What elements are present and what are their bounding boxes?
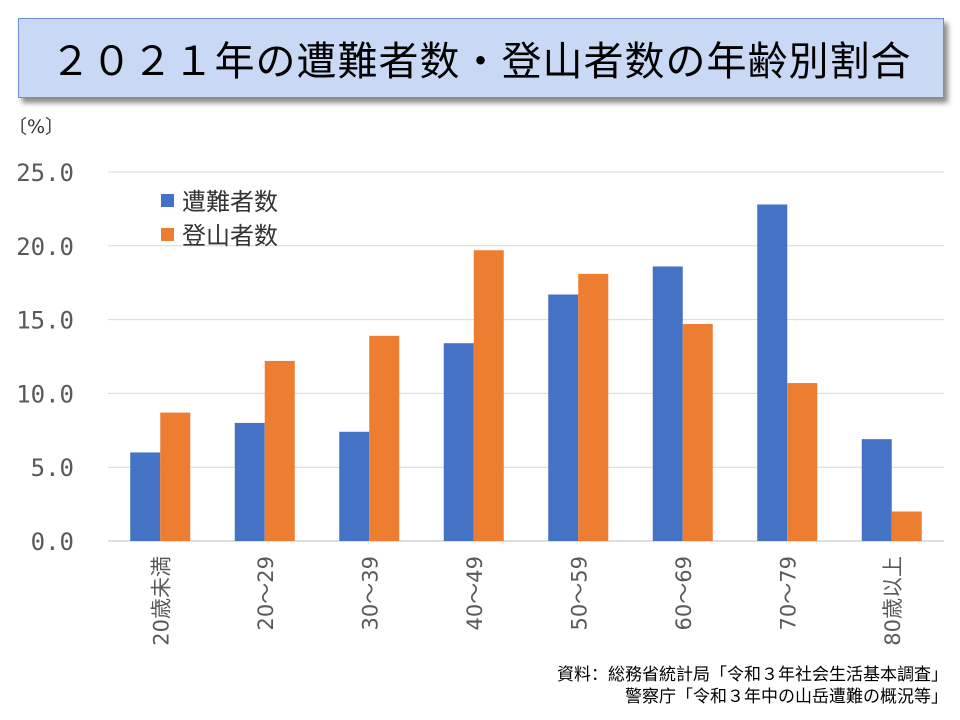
- bar-victims-6: [757, 204, 788, 542]
- bar-climbers-6: [787, 383, 818, 541]
- x-tick-label: 80歳以上: [881, 556, 905, 646]
- bar-climbers-5: [682, 324, 713, 541]
- x-tick-label: 20歳未満: [149, 556, 173, 646]
- bar-victims-3: [443, 343, 474, 541]
- y-axis-label: 〔%〕: [8, 116, 64, 138]
- bar-victims-4: [548, 294, 579, 541]
- bar-climbers-1: [264, 360, 295, 541]
- x-tick-label: 60～69: [672, 556, 696, 630]
- y-tick-label: 5.0: [31, 454, 74, 482]
- y-tick-label: 10.0: [16, 380, 74, 408]
- legend-label-1: 登山者数: [182, 222, 278, 250]
- bar-victims-1: [234, 422, 265, 541]
- bar-climbers-2: [369, 335, 400, 541]
- bar-climbers-0: [160, 412, 191, 541]
- y-tick-label: 20.0: [16, 233, 74, 261]
- y-tick-labels: 0.0 5.0 10.0 15.0 20.0 25.0: [16, 159, 74, 556]
- source-line-1: 資料：総務省統計局「令和３年社会生活基本調査」: [557, 665, 948, 685]
- bars: [130, 204, 922, 542]
- bar-climbers-4: [578, 273, 609, 541]
- x-tick-label: 20～29: [254, 556, 278, 630]
- bar-victims-7: [861, 439, 892, 541]
- x-tick-label: 30～39: [358, 556, 382, 630]
- bar-victims-5: [652, 266, 683, 541]
- source-note: 資料：総務省統計局「令和３年社会生活基本調査」 警察庁「令和３年中の山岳遭難の概…: [557, 664, 948, 708]
- x-tick-label: 40～49: [463, 556, 487, 630]
- bar-victims-2: [339, 431, 370, 541]
- bar-climbers-3: [473, 250, 504, 541]
- x-tick-label: 50～59: [567, 556, 591, 630]
- legend-swatch-0: [161, 194, 174, 207]
- y-tick-label: 25.0: [16, 159, 74, 187]
- y-tick-label: 15.0: [16, 307, 74, 335]
- bar-climbers-7: [891, 511, 922, 541]
- title-box: ２０２１年の遭難者数・登山者数の年齢別割合: [18, 18, 944, 98]
- legend-swatch-1: [161, 228, 174, 241]
- x-tick-label: 70～79: [776, 556, 800, 630]
- source-line-2: 警察庁「令和３年中の山岳遭難の概況等」: [625, 687, 948, 707]
- y-tick-label: 0.0: [31, 528, 74, 556]
- x-tick-labels: 20歳未満 20～29 30～39 40～49 50～59 60～69 70～79 80歳以上: [149, 556, 905, 646]
- legend-label-0: 遭難者数: [182, 188, 278, 216]
- bar-victims-0: [130, 452, 161, 541]
- chart-title: ２０２１年の遭難者数・登山者数の年齢別割合: [50, 39, 912, 85]
